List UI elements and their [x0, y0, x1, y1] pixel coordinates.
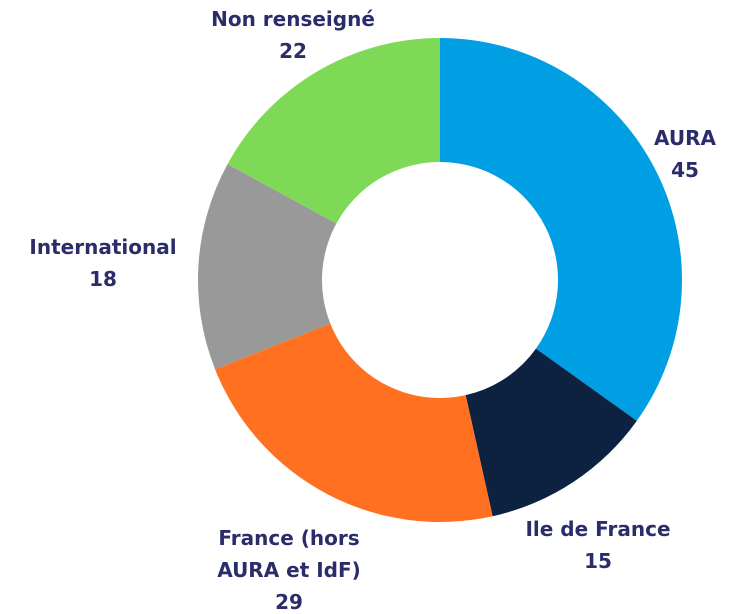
slice-label: AURA 45: [625, 122, 745, 186]
slice: [440, 38, 682, 421]
label-value: 29: [275, 590, 303, 614]
slice: [227, 38, 440, 224]
label-name: France (hors AURA et IdF): [217, 526, 361, 582]
label-value: 15: [584, 549, 612, 573]
label-name: Ile de France: [525, 517, 671, 541]
label-value: 45: [671, 158, 699, 182]
slice: [215, 323, 493, 523]
slice-label: Ile de France 15: [498, 513, 698, 577]
slice-label: Non renseigné 22: [193, 3, 393, 67]
slice: [465, 348, 637, 517]
slice-label: International 18: [3, 231, 203, 295]
label-name: International: [29, 235, 177, 259]
label-value: 18: [89, 267, 117, 291]
slice-label: France (hors AURA et IdF) 29: [204, 522, 374, 614]
label-value: 22: [279, 39, 307, 63]
slice: [198, 164, 337, 370]
label-name: Non renseigné: [211, 7, 375, 31]
label-name: AURA: [654, 126, 716, 150]
